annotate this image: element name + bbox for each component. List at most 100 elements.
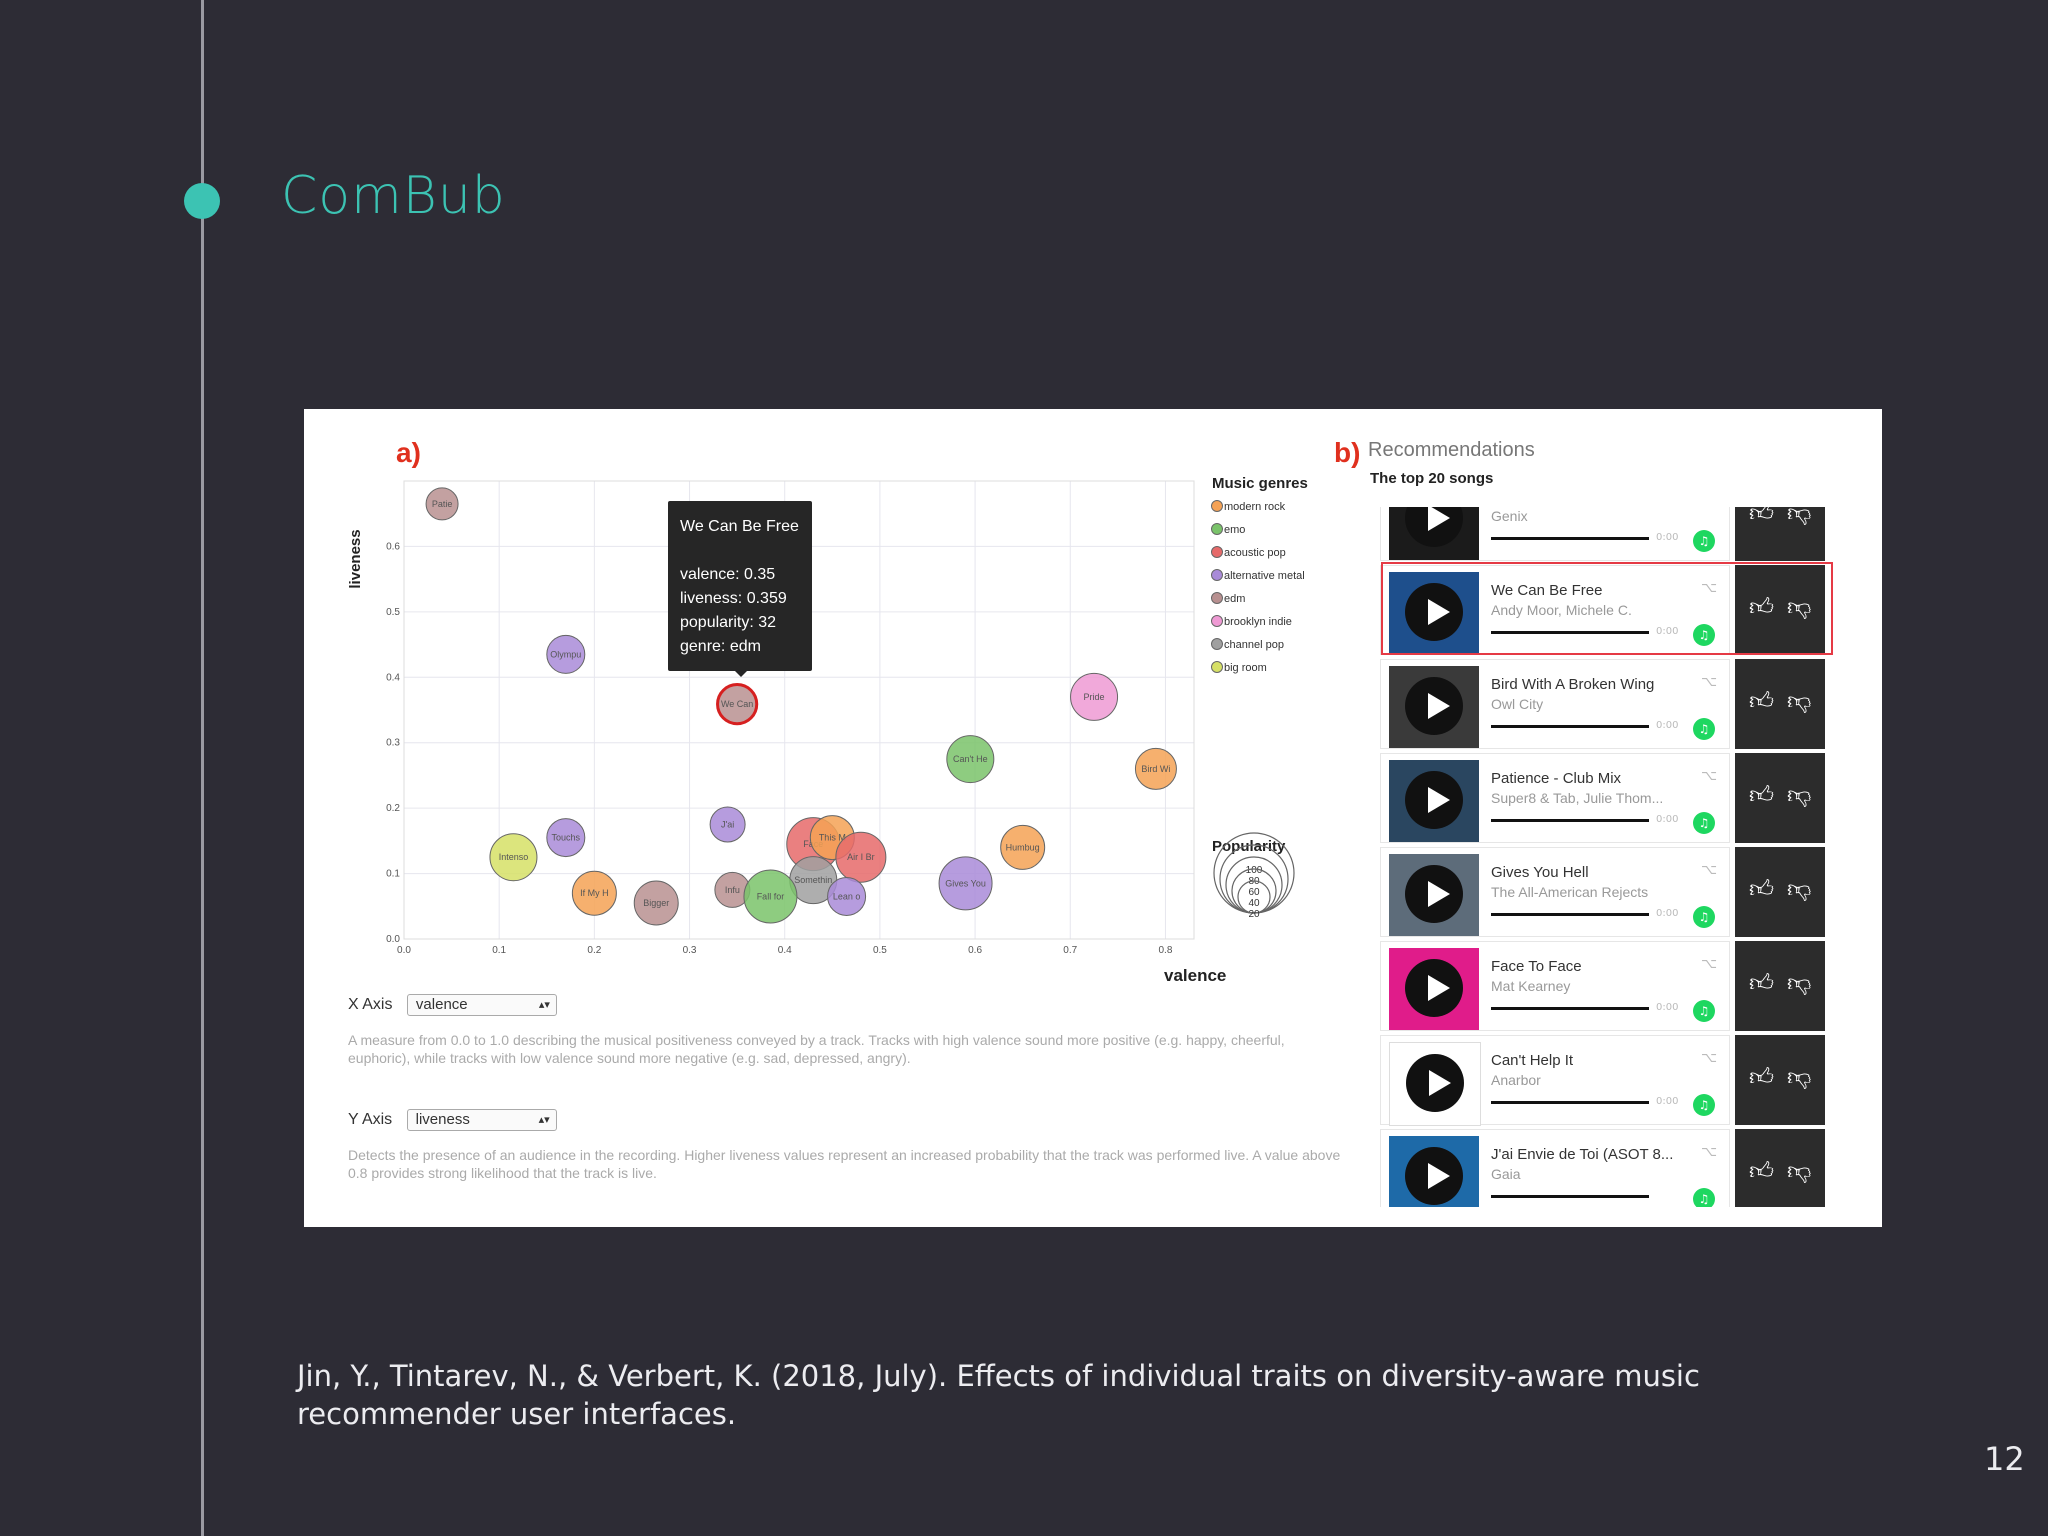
play-icon[interactable] bbox=[1406, 1054, 1464, 1112]
play-icon[interactable] bbox=[1405, 677, 1463, 735]
share-icon[interactable]: ⌥ bbox=[1701, 674, 1718, 690]
tooltip-box bbox=[668, 501, 812, 671]
thumbs-up-icon[interactable]: 👍︎ bbox=[1749, 781, 1775, 809]
play-icon[interactable] bbox=[1405, 959, 1463, 1017]
thumbs-up-icon[interactable]: 👍︎ bbox=[1749, 1157, 1775, 1185]
thumbs-down-icon[interactable]: 👎︎ bbox=[1787, 1063, 1812, 1091]
vote-panel: 👍︎ 👎︎ bbox=[1735, 1035, 1825, 1125]
album-art bbox=[1389, 1136, 1479, 1207]
spotify-icon[interactable]: ♫ bbox=[1693, 1000, 1715, 1022]
track-time: 0:00 bbox=[1656, 1096, 1679, 1107]
vote-panel: 👍︎ 👎︎ bbox=[1735, 753, 1825, 843]
y-axis-select[interactable]: liveness ▴▾ bbox=[406, 1109, 557, 1131]
x-axis-select[interactable]: valence ▴▾ bbox=[406, 994, 557, 1016]
tooltip-line: popularity: 32 bbox=[680, 614, 776, 631]
thumbs-up-icon[interactable]: 👍︎ bbox=[1749, 969, 1775, 997]
progress-bar[interactable] bbox=[1491, 725, 1649, 728]
legend-entry: modern rock bbox=[1224, 501, 1286, 513]
share-icon[interactable]: ⌥ bbox=[1701, 956, 1718, 972]
x-axis-description: A measure from 0.0 to 1.0 describing the… bbox=[348, 1032, 1285, 1066]
recommendation-item[interactable]: J'ai Envie de Toi (ASOT 8... Gaia ⌥ ♫ 👍︎ 👎︎ bbox=[1380, 1129, 1835, 1207]
track-time: 0:00 bbox=[1656, 626, 1679, 637]
legend-swatch bbox=[1211, 592, 1223, 604]
progress-bar[interactable] bbox=[1491, 1007, 1649, 1010]
slide-title: ComBub bbox=[281, 166, 506, 226]
progress-bar[interactable] bbox=[1491, 1195, 1649, 1198]
share-icon[interactable]: ⌥ bbox=[1701, 862, 1718, 878]
play-icon[interactable] bbox=[1405, 771, 1463, 829]
bubble-point bbox=[1134, 747, 1177, 790]
album-art bbox=[1389, 507, 1479, 560]
bubble-point bbox=[489, 833, 538, 882]
play-icon[interactable] bbox=[1405, 507, 1463, 547]
thumbs-down-icon[interactable]: 👎︎ bbox=[1787, 507, 1812, 527]
song-artist: The All-American Rejects bbox=[1491, 884, 1649, 900]
recommendation-item[interactable]: Can't Help It Anarbor ⌥ 0:00 ♫ 👍︎ 👎︎ bbox=[1380, 1035, 1835, 1126]
share-icon[interactable]: ⌥ bbox=[1701, 1144, 1718, 1160]
citation-text: Jin, Y., Tintarev, N., & Verbert, K. (20… bbox=[297, 1359, 1700, 1431]
bubble-label: This M bbox=[819, 833, 846, 843]
recommendation-item[interactable]: Patience - Club Mix Super8 & Tab, Julie T… bbox=[1380, 753, 1835, 843]
y-axis-description: Detects the presence of an audience in t… bbox=[348, 1147, 1341, 1181]
thumbs-down-icon[interactable]: 👎︎ bbox=[1787, 969, 1812, 997]
thumbs-down-icon[interactable]: 👎︎ bbox=[1787, 781, 1812, 809]
vote-panel: 👍︎ 👎︎ bbox=[1735, 847, 1825, 937]
progress-bar[interactable] bbox=[1491, 631, 1649, 634]
song-artist: Andy Moor, Michele C. bbox=[1491, 602, 1632, 618]
play-icon[interactable] bbox=[1405, 865, 1463, 923]
spotify-icon[interactable]: ♫ bbox=[1693, 1188, 1715, 1207]
slide-timeline-line bbox=[201, 0, 204, 1536]
progress-bar[interactable] bbox=[1491, 537, 1649, 540]
thumbs-down-icon[interactable]: 👎︎ bbox=[1787, 875, 1812, 903]
share-icon[interactable]: ⌥ bbox=[1701, 768, 1718, 784]
song-title: J'ai Envie de Toi (ASOT 8... bbox=[1491, 1146, 1674, 1163]
spotify-icon[interactable]: ♫ bbox=[1693, 530, 1715, 552]
track-time: 0:00 bbox=[1656, 720, 1679, 731]
recommendation-item[interactable]: Gives You Hell The All-American Rejects ⌥ 0… bbox=[1380, 847, 1835, 937]
thumbs-down-icon[interactable]: 👎︎ bbox=[1787, 1157, 1812, 1185]
thumbs-up-icon[interactable]: 👍︎ bbox=[1749, 593, 1775, 621]
bubble-label: Infu bbox=[725, 885, 740, 895]
y-axis-selected-value: liveness bbox=[415, 1111, 470, 1128]
album-art bbox=[1389, 1042, 1481, 1126]
thumbs-down-icon[interactable]: 👎︎ bbox=[1787, 687, 1812, 715]
share-icon[interactable]: ⌥ bbox=[1701, 580, 1718, 596]
recommendation-item[interactable]: Bird With A Broken Wing Owl City ⌥ 0:00 ♫ 👍︎ 👎… bbox=[1380, 659, 1835, 749]
share-icon[interactable]: ⌥ bbox=[1701, 1050, 1718, 1066]
spotify-icon[interactable]: ♫ bbox=[1693, 718, 1715, 740]
bubble-label: Bigger bbox=[643, 898, 669, 908]
recommendation-item[interactable]: Genix⌥0:00♫👍︎👎︎ bbox=[1380, 507, 1835, 561]
song-title: Bird With A Broken Wing bbox=[1491, 676, 1655, 693]
recommendation-card: J'ai Envie de Toi (ASOT 8... Gaia ⌥ ♫ bbox=[1380, 1129, 1730, 1207]
thumbs-up-icon[interactable]: 👍︎ bbox=[1749, 875, 1775, 903]
spotify-icon[interactable]: ♫ bbox=[1693, 624, 1715, 646]
thumbs-down-icon[interactable]: 👎︎ bbox=[1787, 593, 1812, 621]
progress-bar[interactable] bbox=[1491, 913, 1649, 916]
recommendation-item[interactable]: Face To Face Mat Kearney ⌥ 0:00 ♫ 👍︎ 👎︎ bbox=[1380, 941, 1835, 1031]
bubble-point bbox=[946, 735, 995, 784]
progress-bar[interactable] bbox=[1491, 819, 1649, 822]
panel-b-label: b) bbox=[1334, 437, 1361, 468]
recommendation-item[interactable]: We Can Be Free Andy Moor, Michele C. ⌥ 0:00… bbox=[1380, 565, 1835, 655]
legend-swatch bbox=[1211, 500, 1223, 512]
spotify-icon[interactable]: ♫ bbox=[1693, 906, 1715, 928]
y-tick-label: 0.2 bbox=[386, 803, 400, 814]
thumbs-up-icon[interactable]: 👍︎ bbox=[1749, 1063, 1775, 1091]
bubble-point bbox=[743, 869, 798, 924]
play-icon[interactable] bbox=[1405, 583, 1463, 641]
legend-entry: big room bbox=[1224, 662, 1267, 674]
y-tick-label: 0.1 bbox=[386, 869, 400, 880]
spotify-icon[interactable]: ♫ bbox=[1693, 812, 1715, 834]
progress-bar[interactable] bbox=[1491, 1101, 1649, 1104]
play-icon[interactable] bbox=[1405, 1147, 1463, 1205]
legend-entry: acoustic pop bbox=[1224, 547, 1286, 559]
thumbs-up-icon[interactable]: 👍︎ bbox=[1749, 507, 1775, 527]
page-number: 12 bbox=[1984, 1440, 2025, 1478]
bubble-label: Olympu bbox=[550, 649, 581, 659]
thumbs-up-icon[interactable]: 👍︎ bbox=[1749, 687, 1775, 715]
spotify-icon[interactable]: ♫ bbox=[1693, 1094, 1715, 1116]
album-art bbox=[1389, 760, 1479, 842]
legend-swatch bbox=[1211, 546, 1223, 558]
tooltip-title: We Can Be Free bbox=[680, 518, 799, 535]
bubble-point bbox=[827, 876, 867, 916]
